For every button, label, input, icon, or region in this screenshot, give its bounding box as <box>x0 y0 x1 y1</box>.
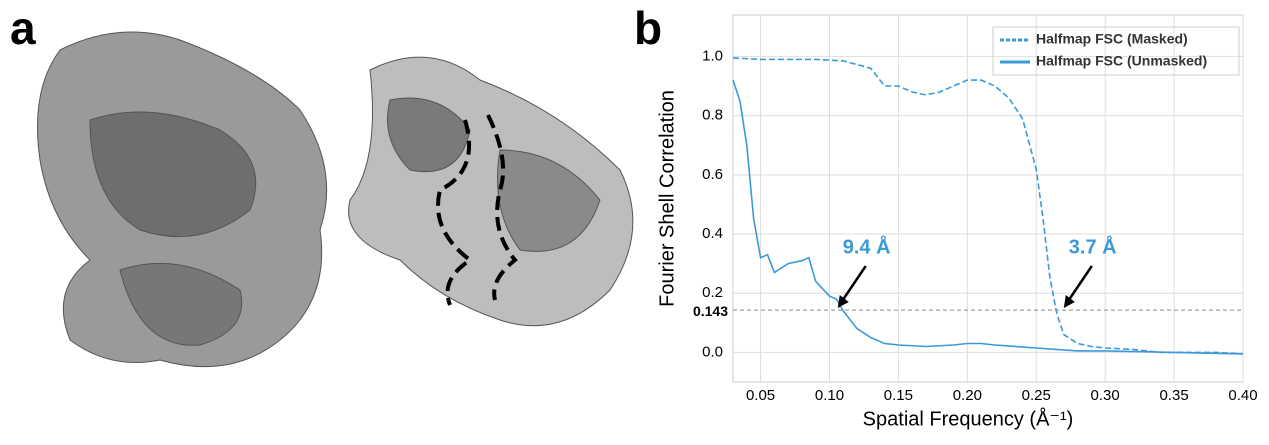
panel-label: b <box>634 2 662 54</box>
x-tick-label: 0.30 <box>1091 387 1120 404</box>
legend-box <box>992 26 1240 76</box>
y-tick-label: 1.0 <box>702 47 723 64</box>
x-tick-label: 0.15 <box>884 387 913 404</box>
y-tick-label: 0.4 <box>702 225 723 242</box>
y-tick-label: 0.2 <box>702 284 723 301</box>
x-tick-label: 0.20 <box>953 387 982 404</box>
x-tick-label: 0.40 <box>1228 387 1257 404</box>
y-tick-label: 0.8 <box>702 107 723 124</box>
x-tick-label: 0.05 <box>746 387 775 404</box>
threshold-label: 0.143 <box>693 303 728 319</box>
y-tick-label: 0.6 <box>702 166 723 183</box>
x-tick-label: 0.35 <box>1159 387 1188 404</box>
arrow-head <box>1063 295 1075 309</box>
x-axis-label: Spatial Frequency (Å⁻¹) <box>863 407 1074 430</box>
legend-label: Halfmap FSC (Unmasked) <box>1036 53 1207 69</box>
x-tick-label: 0.10 <box>815 387 844 404</box>
fsc-line <box>732 79 1244 355</box>
legend-label: Halfmap FSC (Masked) <box>1036 31 1188 47</box>
y-axis-label: Fourier Shell Correlation <box>656 90 678 307</box>
annotation-label: 9.4 Å <box>843 234 891 258</box>
y-tick-label: 0.0 <box>702 343 723 360</box>
density-map-right <box>348 56 634 327</box>
plot-frame <box>732 14 1244 383</box>
panel-label: a <box>10 2 36 54</box>
arrow-head <box>837 295 849 309</box>
annotation-arrow <box>1065 265 1093 304</box>
x-tick-label: 0.25 <box>1022 387 1051 404</box>
density-map-left <box>37 31 328 368</box>
annotation-label: 3.7 Å <box>1069 234 1117 258</box>
fsc-line <box>732 57 1244 355</box>
annotation-arrow <box>839 265 867 304</box>
